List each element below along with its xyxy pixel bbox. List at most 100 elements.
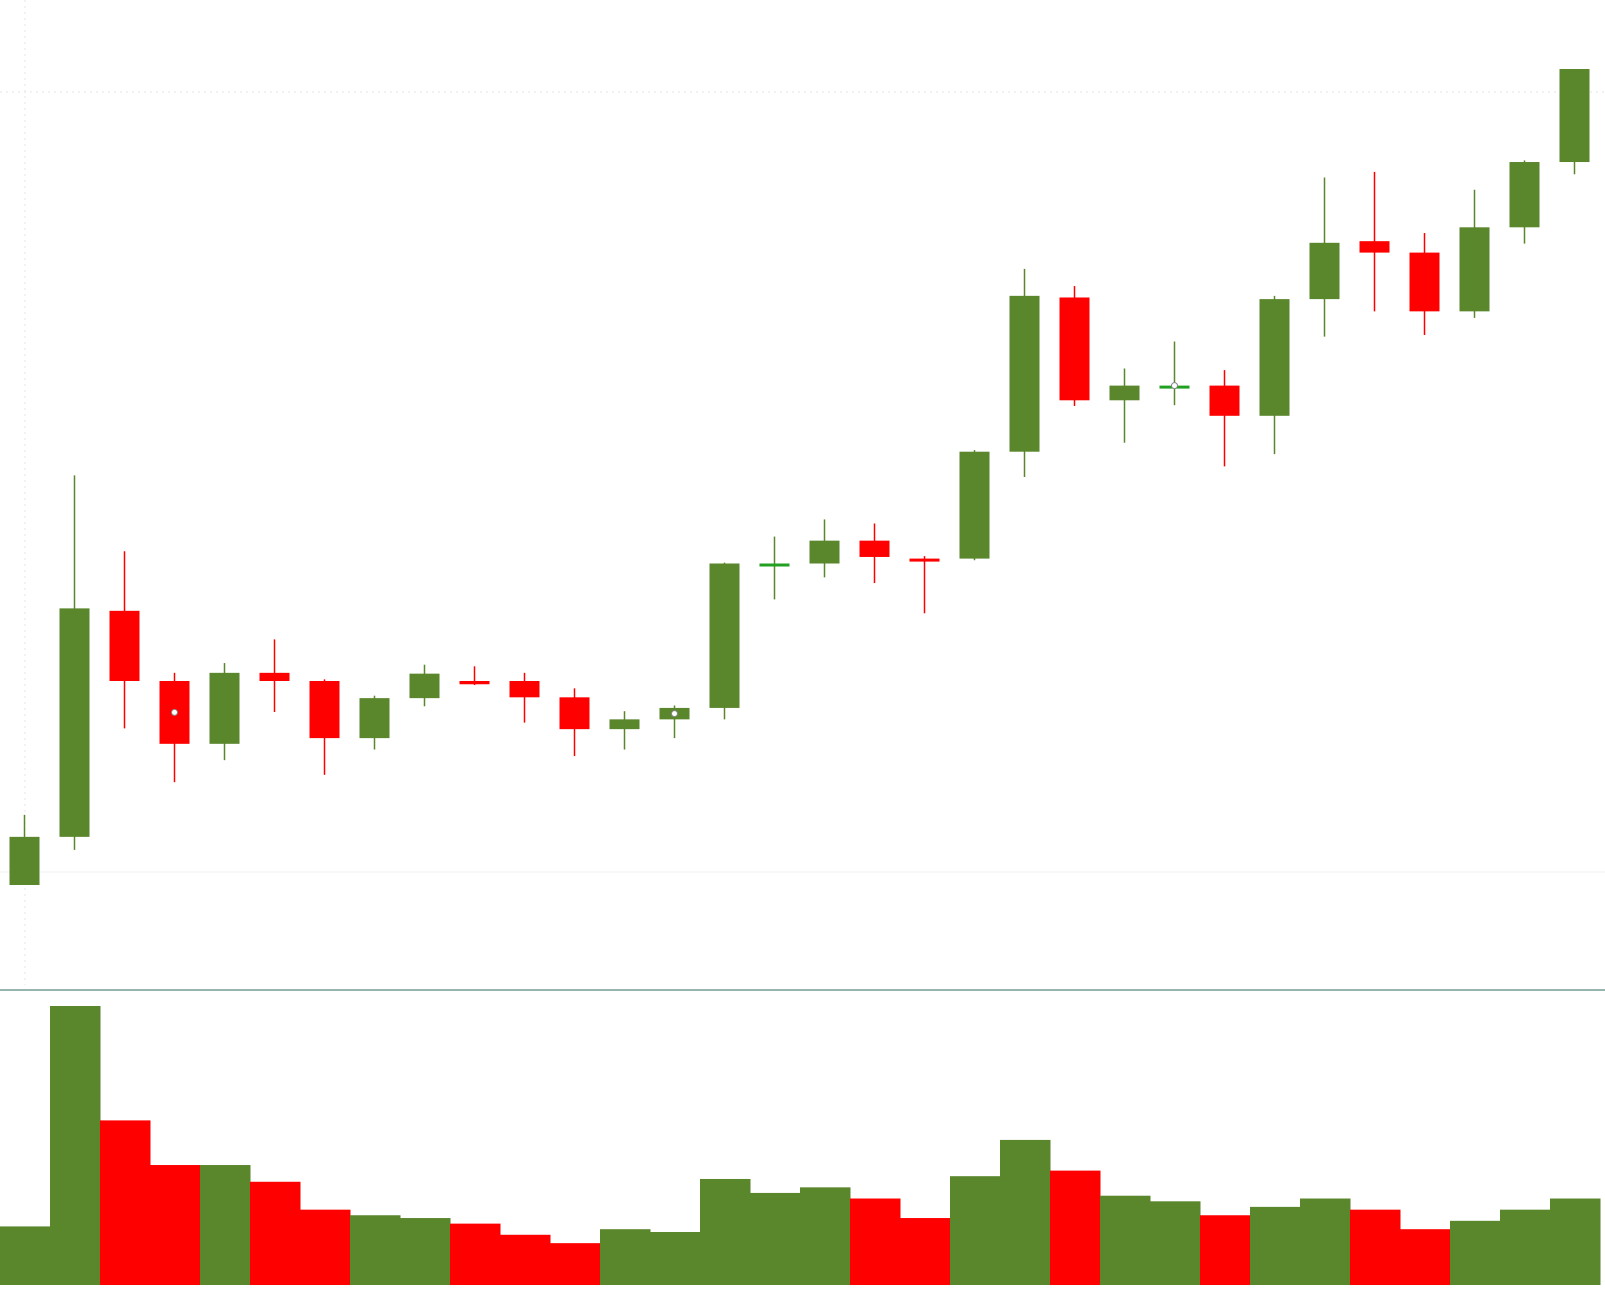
volume-bar[interactable] [1150,1201,1201,1285]
candle[interactable] [609,711,640,750]
candle-body [109,610,140,681]
candle-body [909,558,940,562]
candle[interactable] [1559,69,1590,175]
volume-bar[interactable] [450,1223,501,1285]
volume-bar[interactable] [1000,1139,1051,1285]
volume-bar[interactable] [600,1229,651,1285]
candle-body [359,698,390,739]
candle-body [259,672,290,681]
candle-body [959,451,990,559]
candle[interactable] [1509,160,1540,244]
candle[interactable] [1259,295,1290,455]
candle-body [209,672,240,744]
volume-bar[interactable] [700,1178,751,1285]
candle-body [459,681,490,685]
volume-bar[interactable] [100,1120,151,1285]
candle[interactable] [859,523,890,584]
volume-bar[interactable] [550,1243,601,1285]
candle[interactable] [409,664,440,707]
candle-body [1109,385,1140,401]
candle[interactable] [1409,233,1440,336]
volume-bar[interactable] [950,1176,1001,1285]
volume-bar[interactable] [750,1192,801,1285]
candle-body [509,681,540,698]
candle-marker-dot [671,710,678,718]
candle[interactable] [459,666,490,686]
candle[interactable] [909,556,940,614]
candle[interactable] [359,695,390,750]
volume-bar[interactable] [1500,1209,1551,1285]
candle[interactable] [759,536,790,600]
volume-bar[interactable] [1250,1206,1301,1285]
volume-bar[interactable] [1550,1198,1601,1285]
volume-bar[interactable] [1100,1195,1151,1285]
volume-bar[interactable] [650,1231,701,1285]
candle-body [9,836,40,885]
volume-bar[interactable] [1200,1215,1251,1285]
volume-bar[interactable] [1350,1209,1401,1285]
candle[interactable] [159,672,190,783]
candle[interactable] [1159,341,1190,406]
candle[interactable] [1309,177,1340,337]
candle[interactable] [559,688,590,757]
candle-body [1409,252,1440,312]
candle-body [709,563,740,708]
candle-body [759,563,790,567]
candle-body [609,719,640,730]
volume-bar[interactable] [850,1198,901,1285]
volume-bar[interactable] [1050,1170,1101,1285]
candle[interactable] [1209,370,1240,467]
candle[interactable] [59,475,90,850]
candle[interactable] [1359,171,1390,312]
volume-bar[interactable] [1300,1198,1351,1285]
candle-body [1559,69,1590,163]
candle-body [1359,241,1390,253]
volume-bar[interactable] [50,1006,101,1285]
candle[interactable] [309,679,340,775]
candle-body [1009,295,1040,452]
candle-marker-dot [171,708,178,716]
candle-body [59,608,90,837]
candle[interactable] [809,519,840,578]
candle-body [1059,297,1090,401]
candle[interactable] [209,663,240,761]
candle-body [809,540,840,564]
candle[interactable] [1009,268,1040,477]
grid-layer [0,0,1605,985]
candle[interactable] [1059,286,1090,407]
candle-body [309,681,340,739]
candle[interactable] [9,814,40,885]
volume-pane [0,1006,1601,1285]
candle-body [1259,299,1290,416]
candle-marker-dot [1171,382,1178,390]
candle-body [859,540,890,557]
volume-bar[interactable] [1450,1220,1501,1285]
volume-bar[interactable] [350,1215,401,1285]
candle-body [559,697,590,730]
candle-body [1509,162,1540,228]
volume-bar[interactable] [300,1209,351,1285]
candle[interactable] [709,562,740,720]
candle[interactable] [509,672,540,723]
volume-bar[interactable] [150,1165,201,1285]
volume-bar[interactable] [0,1226,51,1285]
candle-body [409,673,440,699]
volume-bar[interactable] [900,1218,951,1285]
candle-body [1459,227,1490,312]
volume-bar[interactable] [500,1234,551,1285]
price-pane [9,69,1590,885]
volume-bar[interactable] [200,1165,251,1285]
volume-bar[interactable] [800,1187,851,1285]
candle[interactable] [959,450,990,561]
volume-bar[interactable] [400,1218,451,1285]
candle-body [1209,385,1240,416]
candle[interactable] [109,551,140,729]
volume-bar[interactable] [1400,1229,1451,1285]
candle[interactable] [259,639,290,713]
candle-body [1309,242,1340,300]
volume-bar[interactable] [250,1181,301,1285]
candle[interactable] [1459,189,1490,318]
candle[interactable] [1109,368,1140,443]
